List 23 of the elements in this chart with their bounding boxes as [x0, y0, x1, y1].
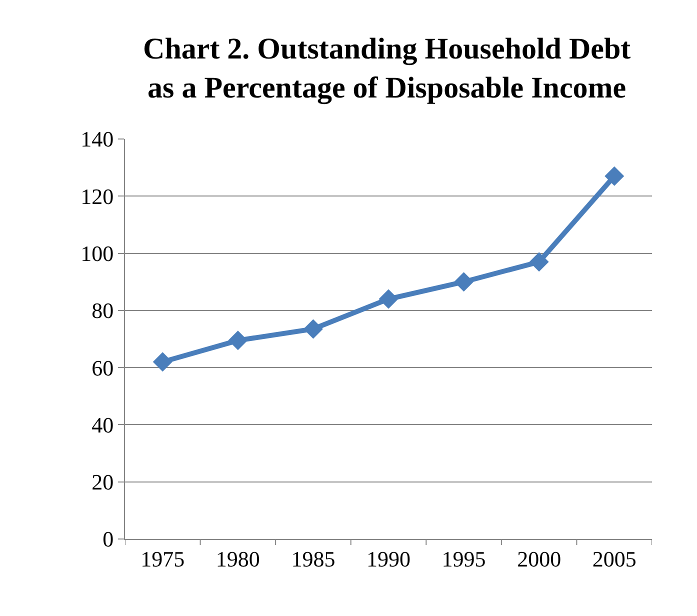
point [152, 352, 172, 372]
point [378, 289, 398, 309]
y-tick-label: 80 [92, 298, 114, 324]
x-tick-label: 1990 [366, 546, 410, 572]
y-tick-label: 60 [92, 355, 114, 380]
x-tick-label: 1975 [140, 546, 185, 572]
x-tick-label: 1985 [291, 546, 336, 572]
y-tick-label: 100 [80, 240, 114, 266]
point [454, 272, 474, 292]
x-tick-label: 1980 [216, 546, 260, 572]
y-tick-label: 120 [80, 184, 114, 209]
y-tick-label: 20 [92, 470, 114, 495]
chart-title: Chart 2. Outstanding Household Debt as a Percentage of Disposable Income [143, 32, 631, 105]
y-tick-label: 40 [92, 412, 114, 438]
point [529, 252, 549, 272]
point [228, 330, 248, 350]
x-tick-label: 1995 [442, 546, 486, 572]
y-tick-label: 0 [102, 526, 114, 552]
point [303, 319, 323, 339]
x-tick-label: 2000 [517, 546, 562, 572]
x-tick-label: 2005 [592, 546, 636, 572]
y-tick-label: 140 [80, 126, 114, 152]
point [604, 166, 624, 186]
